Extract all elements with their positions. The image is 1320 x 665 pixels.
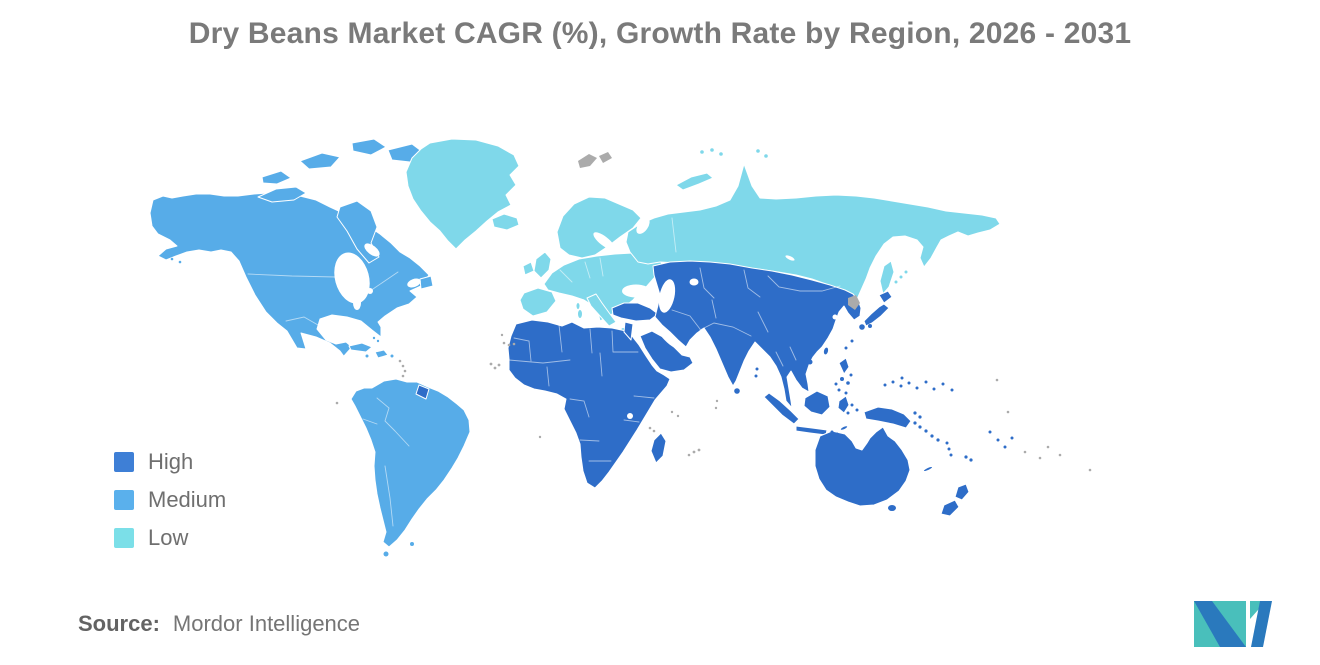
- island-hokkaido: [878, 290, 893, 304]
- island-novaya-zemlya: [675, 172, 714, 191]
- island-nz-north: [954, 483, 970, 501]
- region-iberia: [519, 287, 557, 317]
- regions-low-group: [405, 138, 1001, 333]
- borders-africa: [508, 324, 655, 462]
- logo-blue-m-band: [1194, 601, 1246, 647]
- great-lake-4: [358, 282, 366, 290]
- island-dots-asia-pacific: [734, 324, 1014, 462]
- region-italy: [586, 293, 617, 327]
- water-overlays: [334, 218, 838, 419]
- region-greenland: [405, 138, 520, 250]
- island-madagascar: [650, 432, 667, 464]
- borders-south-america: [362, 397, 410, 527]
- island-sulawesi: [837, 395, 850, 414]
- island-corsica: [575, 302, 581, 310]
- region-turkey: [611, 302, 659, 322]
- source-value: Mordor Intelligence: [172, 611, 361, 636]
- legend-item-medium: Medium: [114, 487, 227, 512]
- borders-europe-russia: [559, 217, 677, 283]
- legend-item-high: High: [114, 449, 226, 474]
- island-sumatra: [763, 392, 800, 425]
- island-newfoundland: [419, 275, 434, 290]
- region-australia: [814, 426, 911, 507]
- legend-label-high: High: [148, 449, 194, 474]
- great-lake-3: [349, 285, 357, 293]
- lake-baikal: [785, 255, 795, 261]
- legend-swatch-medium: [114, 490, 134, 510]
- island-new-caledonia: [922, 465, 934, 473]
- island-honshu: [863, 303, 890, 327]
- island-nz-south: [940, 499, 960, 517]
- region-french-guiana: [415, 384, 430, 400]
- island-tasmania: [887, 504, 897, 512]
- mordor-intelligence-logo: [1194, 601, 1272, 647]
- island-arctic-1: [299, 152, 341, 170]
- chart-title: Dry Beans Market CAGR (%), Growth Rate b…: [188, 17, 1132, 50]
- baltic-sea: [593, 232, 615, 250]
- legend: High Medium Low: [114, 449, 227, 566]
- great-lake-1: [335, 274, 341, 280]
- region-south-america: [350, 378, 471, 548]
- region-asia: [652, 260, 862, 409]
- island-arctic-victoria: [257, 186, 307, 203]
- legend-label-low: Low: [148, 525, 189, 550]
- region-north-america: [149, 192, 430, 392]
- island-java: [795, 425, 828, 436]
- aral-sea: [689, 278, 699, 286]
- bohai-sea: [832, 314, 838, 320]
- white-sea: [636, 218, 650, 234]
- island-borneo: [803, 390, 831, 416]
- regions-high-group: [415, 260, 1014, 517]
- island-arctic-2: [351, 138, 387, 156]
- region-svalbard: [578, 154, 597, 168]
- borders-north-america: [247, 271, 399, 332]
- hudson-bay: [334, 252, 370, 304]
- island-taiwan: [822, 346, 830, 356]
- region-iceland: [491, 213, 520, 231]
- island-arctic-3: [261, 170, 292, 185]
- region-levant: [623, 321, 634, 341]
- gulf-st-lawrence: [407, 278, 421, 288]
- island-ireland: [522, 261, 535, 276]
- legend-swatch-low: [114, 528, 134, 548]
- lake-victoria: [627, 413, 633, 419]
- island-cuba: [348, 342, 373, 353]
- hudson-strait: [364, 243, 380, 257]
- island-luzon-philippines: [838, 357, 850, 375]
- legend-swatch-high: [114, 452, 134, 472]
- great-lake-2: [341, 279, 349, 287]
- source-label: Source:: [78, 611, 160, 636]
- persian-gulf: [657, 327, 683, 351]
- island-sakhalin: [879, 260, 895, 295]
- source-line: Source: Mordor Intelligence: [78, 611, 360, 637]
- borders-asia: [671, 267, 841, 367]
- james-bay: [353, 296, 361, 310]
- black-sea: [622, 284, 650, 298]
- island-dots-caribbean-aleutian: [163, 253, 414, 557]
- island-dots-gray: [335, 333, 1092, 472]
- regions-nodata-group: [335, 152, 1092, 472]
- country-borders: [247, 217, 841, 527]
- island-hispaniola: [374, 349, 389, 359]
- island-sardinia: [577, 309, 583, 319]
- region-svalbard-east: [599, 152, 612, 163]
- region-north-korea: [848, 295, 860, 310]
- island-new-guinea: [863, 406, 912, 429]
- logo-blue-bar: [1251, 601, 1272, 647]
- island-great-britain: [533, 251, 552, 279]
- island-timor: [839, 425, 849, 431]
- legend-item-low: Low: [114, 525, 226, 550]
- caspian-sea: [658, 279, 676, 313]
- legend-label-medium: Medium: [148, 487, 227, 512]
- region-scandinavia: [556, 196, 642, 259]
